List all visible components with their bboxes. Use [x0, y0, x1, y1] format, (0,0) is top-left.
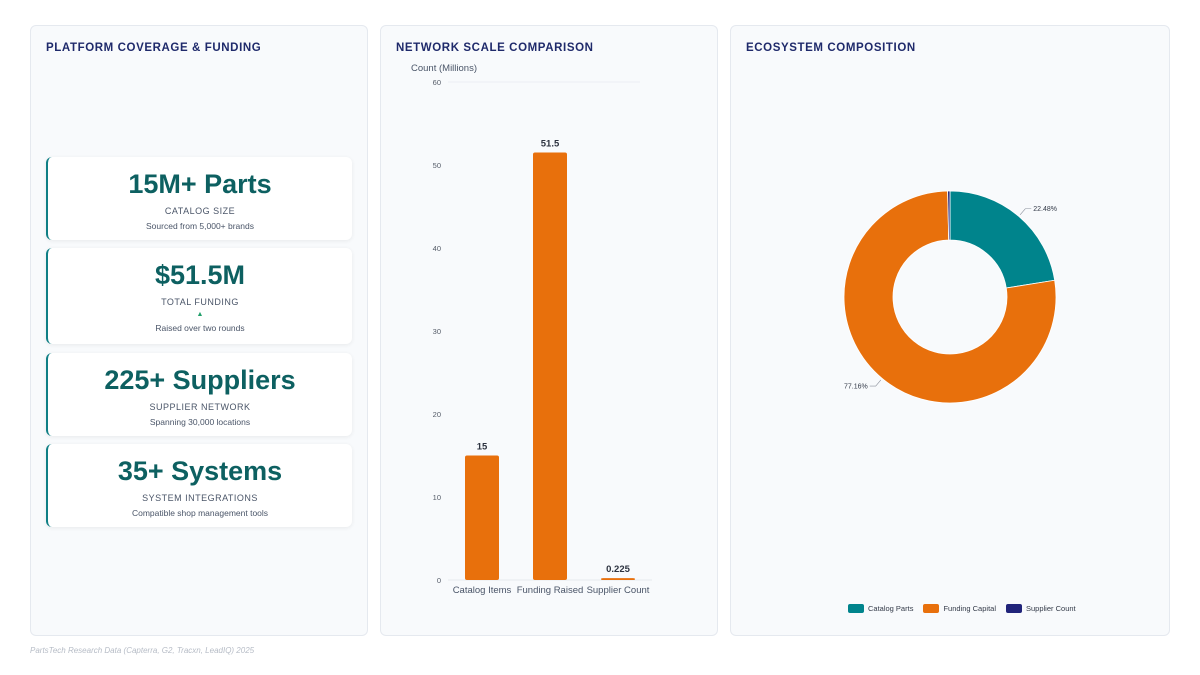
- kpi-card-funding: $51.5M TOTAL FUNDING ▲ Raised over two r…: [46, 248, 352, 344]
- legend-label: Supplier Count: [1026, 604, 1076, 613]
- legend-swatch: [923, 604, 940, 613]
- legend-item: Supplier Count: [1006, 604, 1076, 613]
- kpi-label: TOTAL FUNDING: [161, 297, 239, 307]
- source-footer: PartsTech Research Data (Capterra, G2, T…: [30, 646, 255, 655]
- kpi-label: CATALOG SIZE: [164, 206, 236, 216]
- kpi-value: $51.5M: [154, 260, 246, 290]
- donut-legend: Catalog Parts Funding Capital Supplier Cou…: [848, 604, 1076, 613]
- kpi-label: SUPPLIER NETWORK: [149, 402, 251, 412]
- coverage-panel: PLATFORM COVERAGE & FUNDING 15M+ Parts C…: [30, 25, 368, 636]
- kpi-label: SYSTEM INTEGRATIONS: [142, 493, 258, 503]
- kpi-sub: Sourced from 5,000+ brands: [146, 221, 254, 231]
- legend-swatch: [848, 604, 864, 613]
- donut-chart-panel: ECOSYSTEM COMPOSITION: [730, 25, 1170, 636]
- kpi-value: 35+ Systems: [117, 456, 283, 486]
- legend-item: Funding Capital: [923, 604, 996, 613]
- kpi-sub: Spanning 30,000 locations: [149, 417, 251, 427]
- legend-label: Funding Capital: [943, 604, 996, 613]
- kpi-card-catalog: 15M+ Parts CATALOG SIZE Sourced from 5,0…: [46, 157, 352, 240]
- kpi-card-suppliers: 225+ Suppliers SUPPLIER NETWORK Spanning…: [46, 353, 352, 436]
- bar-chart-title: NETWORK SCALE COMPARISON: [396, 42, 594, 54]
- legend-label: Catalog Parts: [868, 604, 914, 613]
- trend-up-icon: ▲: [196, 311, 204, 318]
- kpi-sub: Compatible shop management tools: [131, 508, 269, 518]
- kpi-value: 225+ Suppliers: [104, 365, 296, 395]
- donut-chart-title: ECOSYSTEM COMPOSITION: [746, 42, 916, 54]
- legend-swatch: [1006, 604, 1022, 613]
- kpi-card-systems: 35+ Systems SYSTEM INTEGRATIONS Compatib…: [46, 444, 352, 527]
- coverage-panel-title: PLATFORM COVERAGE & FUNDING: [46, 42, 262, 54]
- legend-item: Catalog Parts: [848, 604, 913, 613]
- kpi-sub: Raised over two rounds: [155, 323, 245, 333]
- kpi-value: 15M+ Parts: [128, 169, 272, 199]
- bar-chart-panel: NETWORK SCALE COMPARISON: [380, 25, 718, 636]
